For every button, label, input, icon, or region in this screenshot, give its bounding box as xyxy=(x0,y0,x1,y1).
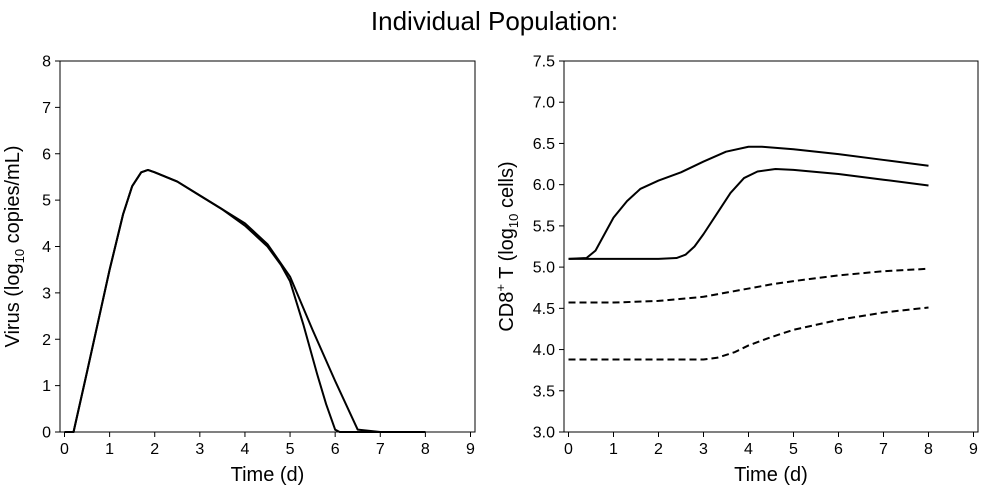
x-tick-label: 0 xyxy=(564,441,573,458)
x-tick-label: 7 xyxy=(376,441,385,458)
y-tick-label: 0 xyxy=(42,425,51,442)
figure-title: Individual Population: xyxy=(371,6,618,36)
series-line-2 xyxy=(568,168,929,260)
x-tick-label: 6 xyxy=(331,441,340,458)
series-line-2 xyxy=(64,168,426,433)
y-tick-label: 4 xyxy=(42,239,51,256)
x-tick-label: 4 xyxy=(744,441,753,458)
y-tick-label: 7 xyxy=(42,100,51,117)
series-line-4 xyxy=(568,306,929,361)
x-tick-label: 0 xyxy=(60,441,69,458)
x-tick-label: 3 xyxy=(699,441,708,458)
y-axis-label: CD8+ T (log10 cells) xyxy=(493,161,521,331)
x-tick-label: 5 xyxy=(789,441,798,458)
x-axis-label: Time (d) xyxy=(231,464,305,486)
x-tick-label: 1 xyxy=(609,441,618,458)
series-line-3 xyxy=(568,267,929,304)
y-tick-label: 5.5 xyxy=(533,218,555,235)
x-axis-label: Time (d) xyxy=(734,464,808,486)
y-tick-label: 6.0 xyxy=(533,177,555,194)
x-tick-label: 8 xyxy=(924,441,933,458)
x-tick-label: 4 xyxy=(240,441,249,458)
x-tick-label: 8 xyxy=(421,441,430,458)
y-tick-label: 3 xyxy=(42,285,51,302)
x-tick-label: 2 xyxy=(150,441,159,458)
y-tick-label: 4.0 xyxy=(533,342,555,359)
y-tick-label: 2 xyxy=(42,332,51,349)
x-tick-label: 9 xyxy=(969,441,978,458)
y-tick-label: 7.0 xyxy=(533,95,555,112)
cd8-t-cell-panel: 0 1 2 3 4 5 6 7 8 9 3.0 3.5 4.0 4.5 5.0 5.5 6.0 6.5 7.0 7.5… xyxy=(493,54,979,486)
y-tick-label: 3.0 xyxy=(533,425,555,442)
x-tick-label: 5 xyxy=(286,441,295,458)
y-axis-label: Virus (log10 copies/mL) xyxy=(2,146,27,348)
y-tick-label: 8 xyxy=(42,54,51,71)
y-tick-label: 5.0 xyxy=(533,260,555,277)
x-tick-label: 9 xyxy=(466,441,475,458)
y-tick-label: 6 xyxy=(42,146,51,163)
x-tick-label: 3 xyxy=(195,441,204,458)
series-line-1 xyxy=(568,145,929,260)
y-tick-label: 1 xyxy=(42,378,51,395)
y-tick-label: 4.5 xyxy=(533,301,555,318)
x-tick-label: 2 xyxy=(654,441,663,458)
series-line-1 xyxy=(64,168,426,433)
y-tick-label: 5 xyxy=(42,193,51,210)
axes-frame xyxy=(563,60,979,433)
x-tick-label: 6 xyxy=(834,441,843,458)
x-tick-label: 7 xyxy=(879,441,888,458)
y-tick-label: 3.5 xyxy=(533,383,555,400)
x-tick-label: 1 xyxy=(105,441,114,458)
y-tick-label: 6.5 xyxy=(533,136,555,153)
virus-panel: 0 1 2 3 4 5 6 7 8 9 0 1 2 3 4 5 6 7 8 Time (d) Virus (log10 … xyxy=(2,54,476,486)
y-tick-label: 7.5 xyxy=(533,54,555,71)
